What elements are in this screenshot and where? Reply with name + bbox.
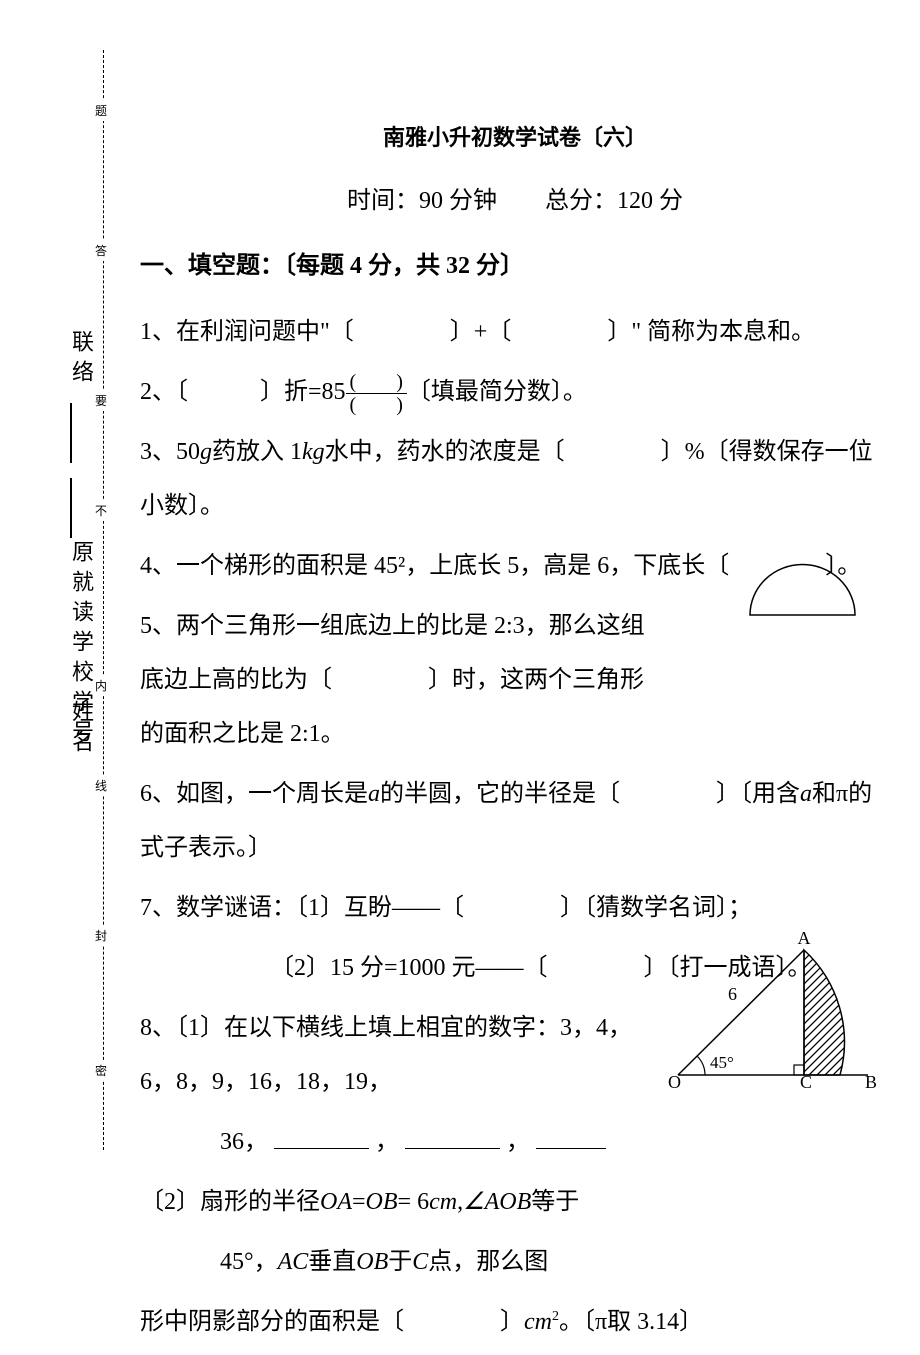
question-8-blanks: 36， ， ，: [140, 1115, 890, 1169]
margin-school-label: 原就读学校学号: [65, 540, 97, 750]
content-area: 南雅小升初数学试卷〔六〕 时间：90 分钟 总分：120 分 一、填空题：〔每题…: [140, 120, 890, 1355]
svg-text:6: 6: [728, 984, 737, 1004]
q2-text-b: 〔填最简分数〕。: [407, 379, 587, 405]
blank-3: [536, 1127, 606, 1149]
exam-subtitle: 时间：90 分钟 总分：120 分: [140, 180, 890, 215]
seal-char: 内: [95, 675, 107, 696]
question-8-4: 形中阴影部分的面积是〔 〕cm2。〔π取 3.14〕: [140, 1295, 890, 1349]
seal-char: 密: [95, 1060, 107, 1081]
question-8-3: 45°，AC垂直OB于C点，那么图: [140, 1235, 890, 1289]
q3-unit-g: g: [200, 439, 212, 465]
q8-3b: 垂直: [308, 1249, 356, 1275]
svg-text:C: C: [800, 1072, 812, 1090]
seal-char: 题: [95, 100, 107, 121]
q8-eq2: = 6: [398, 1189, 430, 1215]
q8-ob: OB: [366, 1189, 398, 1215]
q8-3c: 于: [388, 1249, 412, 1275]
margin-contact-label: 联络: [65, 330, 97, 390]
exam-page: 姓名 原就读学校学号 联络 密 封 线 内 不 要 答 题 南雅小升初数学试卷〔…: [0, 0, 920, 1302]
q8-comma-1: ，: [375, 1129, 399, 1155]
seal-char: 封: [95, 925, 107, 946]
q8-ob2: OB: [356, 1249, 388, 1275]
sector-diagram: A B C O 45° 6: [650, 930, 880, 1090]
question-7-1: 7、数学谜语：〔1〕互盼——〔 〕〔猜数学名词〕；: [140, 881, 890, 935]
q8-sup: 2: [552, 1309, 559, 1324]
q6-var-a: a: [368, 781, 380, 807]
blank-1: [274, 1127, 369, 1149]
q8-2b: 等于: [531, 1189, 579, 1215]
q2-numerator: ( ): [346, 371, 407, 394]
question-2: 2、〔 〕折=85( )( )〔填最简分数〕。: [140, 365, 890, 419]
svg-text:45°: 45°: [710, 1053, 734, 1072]
svg-text:A: A: [798, 930, 811, 948]
q8-3d: 点，那么图: [428, 1249, 548, 1275]
q8-eq: =: [352, 1189, 366, 1215]
question-1: 1、在利润问题中"〔 〕+〔 〕" 简称为本息和。: [140, 305, 890, 359]
svg-text:O: O: [668, 1072, 681, 1090]
section-1-title: 一、填空题：〔每题 4 分，共 32 分〕: [140, 245, 890, 280]
semicircle-diagram: [745, 560, 860, 620]
q8-comma-2: ，: [506, 1129, 530, 1155]
q3-b: 药放入 1: [212, 439, 302, 465]
q3-a: 3、50: [140, 439, 200, 465]
q8-oa: OA: [320, 1189, 352, 1215]
q8-4a: 形中阴影部分的面积是〔 〕: [140, 1309, 524, 1335]
question-8-2: 〔2〕扇形的半径OA=OB= 6cm,∠AOB等于: [140, 1175, 890, 1229]
q8-aob: ∠AOB: [463, 1189, 531, 1215]
seal-char: 答: [95, 240, 107, 261]
q2-denominator: ( ): [346, 394, 407, 416]
seal-char: 线: [95, 775, 107, 796]
q8-ac: AC: [278, 1249, 309, 1275]
q8-3a: 45°，: [220, 1249, 278, 1275]
q2-fraction: ( )( ): [346, 371, 407, 416]
seal-char: 要: [95, 390, 107, 411]
name-underline: [70, 478, 72, 538]
q8-cm2: cm: [524, 1309, 552, 1335]
q8-2a: 〔2〕扇形的半径: [140, 1189, 320, 1215]
q6-a: 6、如图，一个周长是: [140, 781, 368, 807]
q3-unit-kg: kg: [302, 439, 325, 465]
q6-b: 的半圆，它的半径是〔 〕〔用含: [380, 781, 800, 807]
q8-c-var: C: [412, 1249, 428, 1275]
question-3: 3、50g药放入 1kg水中，药水的浓度是〔 〕%〔得数保存一位小数〕。: [140, 425, 890, 533]
question-6: 6、如图，一个周长是a的半圆，它的半径是〔 〕〔用含a和π的式子表示。〕: [140, 767, 890, 875]
seal-dashed-line: [103, 50, 104, 1150]
q8-4b: 。〔π取 3.14〕: [559, 1309, 703, 1335]
question-5: 5、两个三角形一组底边上的比是 2:3，那么这组底边上高的比为〔 〕时，这两个三…: [140, 599, 890, 761]
q8-cm: cm: [429, 1189, 457, 1215]
contact-underline: [70, 403, 72, 463]
blank-2: [405, 1127, 500, 1149]
q6-var-a2: a: [800, 781, 812, 807]
exam-title: 南雅小升初数学试卷〔六〕: [140, 120, 890, 152]
svg-text:B: B: [865, 1072, 877, 1090]
q8-prefix: 36，: [220, 1129, 268, 1155]
q2-text-a: 2、〔 〕折=85: [140, 379, 346, 405]
seal-char: 不: [95, 500, 107, 521]
